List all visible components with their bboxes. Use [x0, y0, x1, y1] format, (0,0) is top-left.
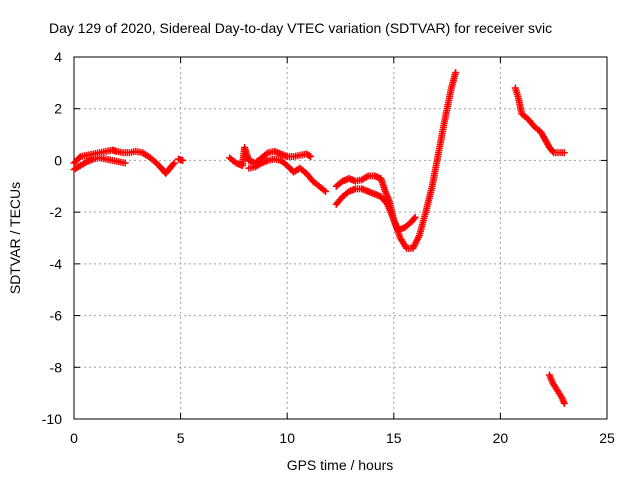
grid-layer: [74, 57, 607, 419]
plot-frame: [73, 56, 608, 420]
data-point: [322, 187, 330, 195]
y-tick-label: 4: [54, 49, 62, 65]
data-point: [452, 69, 460, 77]
chart-title: Day 129 of 2020, Sidereal Day-to-day VTE…: [49, 20, 552, 36]
y-tick-label: 0: [54, 152, 62, 168]
data-point: [411, 213, 419, 221]
data-point: [121, 159, 129, 167]
y-tick-label: -6: [50, 308, 63, 324]
x-tick-label: 0: [70, 430, 78, 446]
x-tick-label: 10: [279, 430, 295, 446]
x-tick-label: 15: [386, 430, 402, 446]
y-tick-label: 2: [54, 101, 62, 117]
y-tick-label: -8: [50, 359, 63, 375]
data-points: [70, 69, 568, 407]
data-point: [179, 156, 187, 164]
y-tick-label: -4: [50, 256, 63, 272]
data-point: [549, 147, 557, 155]
y-axis-label: SDTVAR / TECUs: [7, 182, 23, 294]
x-tick-label: 20: [493, 430, 509, 446]
data-point: [410, 215, 418, 223]
x-tick-label: 25: [599, 430, 615, 446]
data-point: [307, 153, 315, 161]
data-point: [305, 152, 313, 160]
y-tick-label: -10: [42, 411, 62, 427]
y-tick-label: -2: [50, 204, 63, 220]
x-tick-label: 5: [177, 430, 185, 446]
data-point: [560, 149, 568, 157]
x-axis-label: GPS time / hours: [287, 457, 394, 473]
data-point: [169, 160, 177, 168]
data-point: [560, 399, 568, 407]
data-point: [170, 159, 178, 167]
